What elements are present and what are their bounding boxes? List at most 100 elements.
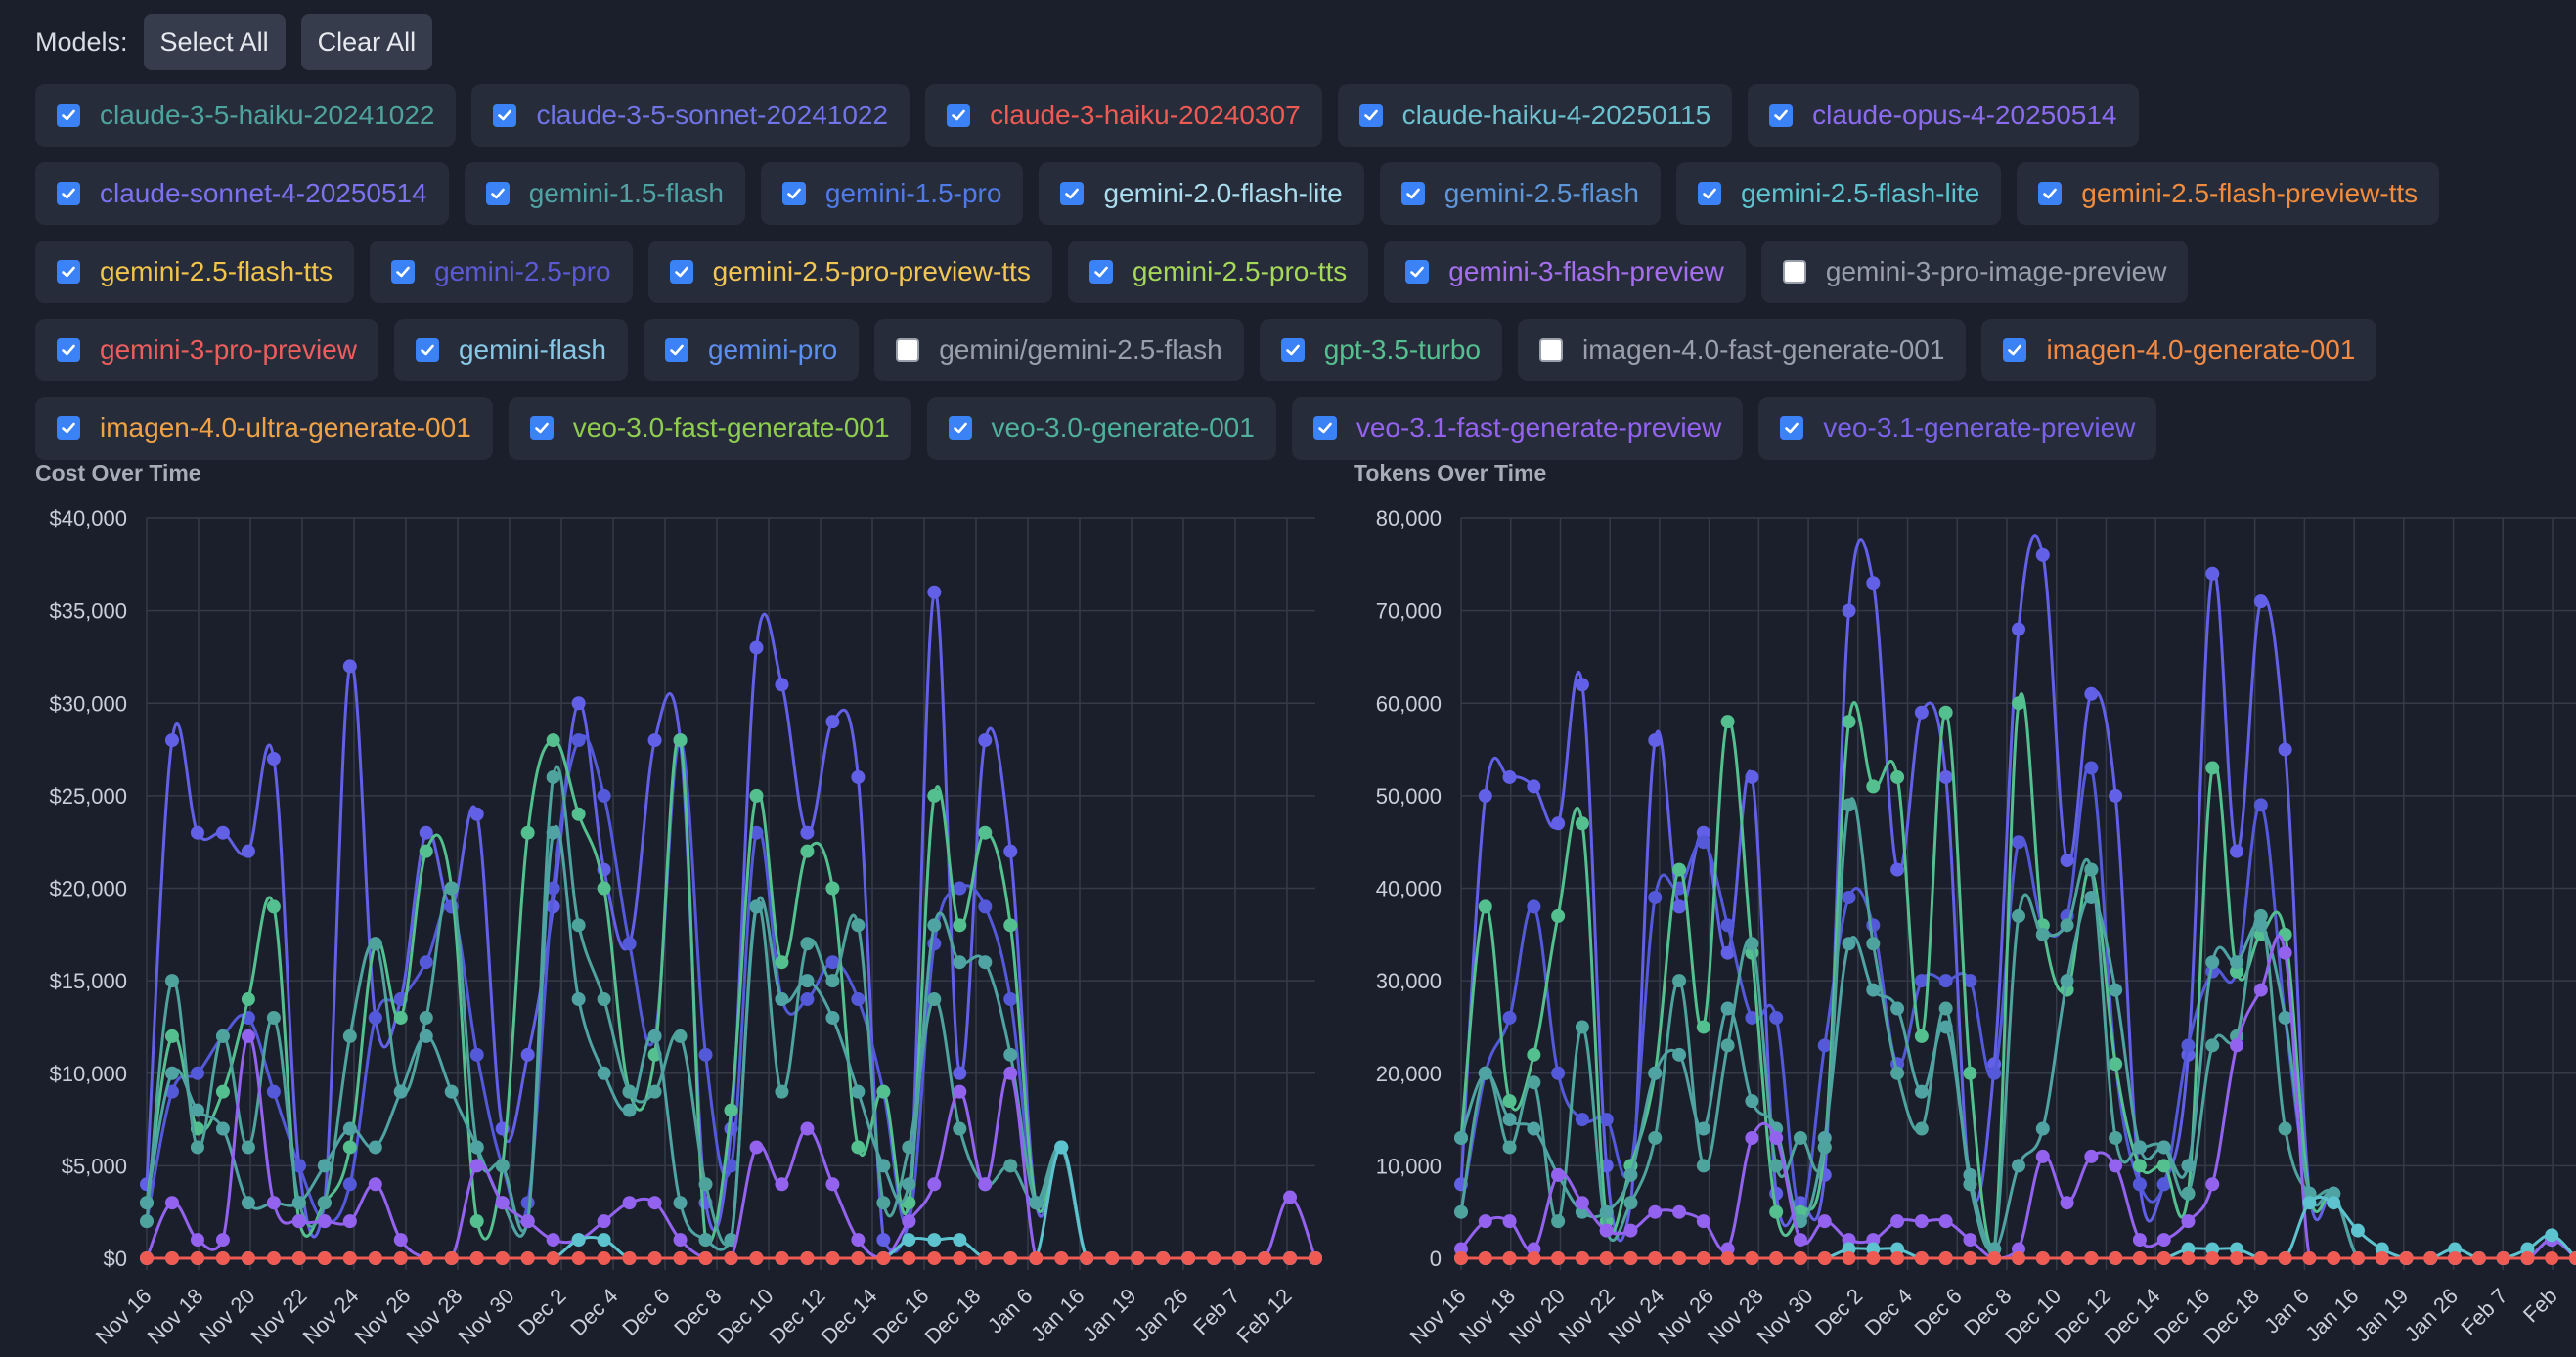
tokens-data-point[interactable] — [1551, 1167, 1566, 1182]
model-checkbox[interactable] — [2003, 338, 2027, 362]
tokens-data-point[interactable] — [1696, 1159, 1710, 1173]
model-checkbox[interactable] — [1088, 260, 1113, 284]
tokens-data-point[interactable] — [1502, 1214, 1517, 1229]
cost-data-point[interactable] — [1003, 1251, 1018, 1265]
cost-data-point[interactable] — [775, 678, 789, 692]
model-checkbox[interactable] — [948, 416, 972, 440]
tokens-data-point[interactable] — [1938, 974, 1953, 988]
tokens-data-point[interactable] — [2205, 761, 2220, 775]
model-chip-gemini-3-flash-preview[interactable]: gemini-3-flash-preview — [1384, 241, 1746, 303]
tokens-data-point[interactable] — [1623, 1167, 1638, 1182]
model-checkbox[interactable] — [781, 182, 806, 205]
cost-data-point[interactable] — [1003, 1066, 1018, 1080]
tokens-data-point[interactable] — [2109, 1251, 2123, 1265]
tokens-data-point[interactable] — [1793, 1130, 1807, 1145]
cost-data-point[interactable] — [673, 733, 688, 748]
tokens-data-point[interactable] — [1720, 918, 1735, 933]
tokens-data-point[interactable] — [1914, 1251, 1929, 1265]
model-checkbox[interactable] — [493, 104, 517, 127]
tokens-data-point[interactable] — [2205, 566, 2220, 581]
model-checkbox[interactable] — [529, 416, 554, 440]
cost-data-point[interactable] — [571, 918, 586, 933]
tokens-data-point[interactable] — [1914, 1121, 1929, 1136]
cost-data-point[interactable] — [164, 1066, 179, 1080]
tokens-data-point[interactable] — [2278, 1121, 2292, 1136]
cost-data-point[interactable] — [851, 1140, 866, 1155]
tokens-data-point[interactable] — [2084, 1251, 2099, 1265]
tokens-data-point[interactable] — [1963, 1066, 1977, 1080]
cost-data-point[interactable] — [647, 1084, 662, 1099]
model-chip-gemini-2-5-flash-preview-tts[interactable]: gemini-2.5-flash-preview-tts — [2017, 162, 2440, 225]
cost-data-point[interactable] — [571, 696, 586, 711]
cost-data-point[interactable] — [190, 825, 204, 840]
model-checkbox[interactable] — [57, 338, 80, 362]
cost-data-point[interactable] — [469, 1214, 484, 1229]
tokens-data-point[interactable] — [2302, 1251, 2317, 1265]
tokens-data-point[interactable] — [1745, 1130, 1759, 1145]
tokens-data-point[interactable] — [1648, 1066, 1663, 1080]
model-checkbox[interactable] — [1697, 182, 1721, 205]
tokens-data-point[interactable] — [2253, 918, 2268, 933]
tokens-data-point[interactable] — [1890, 769, 1905, 784]
cost-data-point[interactable] — [724, 1251, 738, 1265]
tokens-data-point[interactable] — [1575, 1251, 1589, 1265]
tokens-data-point[interactable] — [1842, 715, 1856, 729]
tokens-data-point[interactable] — [2181, 1251, 2196, 1265]
cost-data-point[interactable] — [953, 1251, 967, 1265]
cost-data-point[interactable] — [1232, 1251, 1247, 1265]
tokens-data-point[interactable] — [2205, 1251, 2220, 1265]
cost-data-point[interactable] — [291, 1214, 306, 1229]
tokens-data-point[interactable] — [1890, 1066, 1905, 1080]
cost-data-point[interactable] — [368, 1140, 382, 1155]
model-chip-gemini-3-pro-image-preview[interactable]: gemini-3-pro-image-preview — [1760, 241, 2189, 303]
model-checkbox[interactable] — [1539, 338, 1564, 362]
tokens-data-point[interactable] — [1599, 1113, 1614, 1127]
cost-data-point[interactable] — [825, 1251, 840, 1265]
tokens-data-point[interactable] — [1866, 937, 1881, 951]
cost-data-point[interactable] — [647, 733, 662, 748]
cost-data-point[interactable] — [1181, 1251, 1196, 1265]
cost-data-point[interactable] — [342, 1214, 357, 1229]
cost-data-point[interactable] — [622, 937, 637, 951]
model-chip-gemini-2-5-flash[interactable]: gemini-2.5-flash — [1379, 162, 1661, 225]
cost-data-point[interactable] — [368, 937, 382, 951]
tokens-data-point[interactable] — [1914, 705, 1929, 720]
tokens-data-point[interactable] — [1696, 835, 1710, 850]
cost-data-point[interactable] — [851, 918, 866, 933]
tokens-data-point[interactable] — [1938, 705, 1953, 720]
cost-data-point[interactable] — [215, 1029, 230, 1043]
tokens-data-point[interactable] — [1987, 1066, 2002, 1080]
tokens-data-point[interactable] — [2520, 1251, 2535, 1265]
tokens-data-point[interactable] — [2253, 798, 2268, 812]
cost-data-point[interactable] — [469, 807, 484, 821]
cost-data-point[interactable] — [215, 1251, 230, 1265]
cost-data-point[interactable] — [978, 955, 993, 970]
cost-data-point[interactable] — [215, 825, 230, 840]
tokens-data-point[interactable] — [2253, 1251, 2268, 1265]
cost-data-point[interactable] — [241, 1196, 255, 1210]
tokens-data-point[interactable] — [1551, 1251, 1566, 1265]
cost-data-point[interactable] — [266, 1251, 281, 1265]
cost-data-point[interactable] — [851, 1233, 866, 1248]
cost-data-point[interactable] — [1003, 1159, 1018, 1173]
tokens-data-point[interactable] — [1575, 678, 1589, 692]
tokens-data-point[interactable] — [1720, 715, 1735, 729]
tokens-data-point[interactable] — [2060, 974, 2074, 988]
cost-data-point[interactable] — [1258, 1251, 1272, 1265]
cost-data-point[interactable] — [647, 1251, 662, 1265]
cost-data-point[interactable] — [622, 1196, 637, 1210]
tokens-data-point[interactable] — [2035, 547, 2050, 562]
cost-data-point[interactable] — [520, 1047, 535, 1062]
cost-data-point[interactable] — [622, 1084, 637, 1099]
tokens-data-point[interactable] — [1938, 769, 1953, 784]
model-checkbox[interactable] — [57, 104, 80, 127]
cost-data-point[interactable] — [495, 1159, 510, 1173]
model-checkbox[interactable] — [415, 338, 439, 362]
cost-data-point[interactable] — [368, 1177, 382, 1192]
tokens-data-point[interactable] — [2084, 862, 2099, 877]
cost-data-point[interactable] — [393, 1233, 408, 1248]
tokens-data-point[interactable] — [1478, 1066, 1492, 1080]
tokens-data-point[interactable] — [1672, 899, 1687, 914]
tokens-data-point[interactable] — [2012, 1251, 2025, 1265]
tokens-data-point[interactable] — [2253, 983, 2268, 997]
